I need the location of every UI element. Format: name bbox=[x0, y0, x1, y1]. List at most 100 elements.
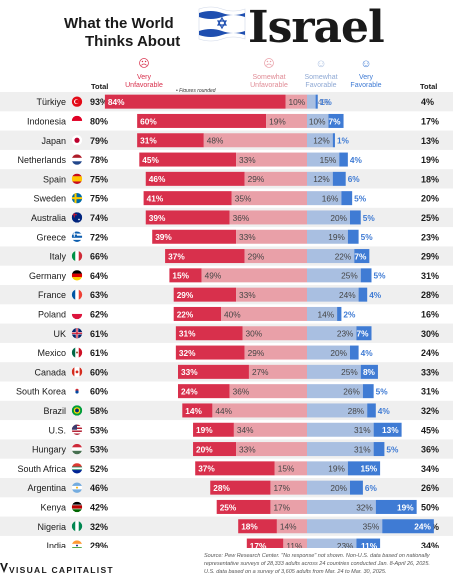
value-somewhat-unfavorable: 48% bbox=[207, 136, 224, 146]
unfavorable-total-value: 64% bbox=[90, 271, 108, 281]
country-label: France bbox=[38, 290, 66, 300]
uk-flag-icon bbox=[71, 328, 83, 339]
de-flag-icon bbox=[71, 270, 83, 281]
bar-somewhat-unfavorable bbox=[231, 191, 307, 206]
value-somewhat-favorable: 31% bbox=[354, 444, 371, 454]
value-somewhat-unfavorable: 36% bbox=[233, 213, 250, 223]
value-somewhat-unfavorable: 17% bbox=[273, 483, 290, 493]
country-label: Indonesia bbox=[27, 116, 66, 126]
value-very-favorable: 5% bbox=[374, 271, 387, 281]
value-very-unfavorable: 84% bbox=[108, 97, 125, 107]
legend-very-unfavorable-line2: Unfavorable bbox=[125, 82, 163, 89]
bar-somewhat-favorable bbox=[307, 403, 368, 418]
bar-very-favorable bbox=[339, 152, 348, 167]
value-very-unfavorable: 45% bbox=[142, 155, 159, 165]
bar-very-unfavorable bbox=[137, 133, 204, 148]
value-somewhat-unfavorable: 33% bbox=[239, 444, 256, 454]
favorable-total-value: 50% bbox=[421, 502, 439, 512]
value-somewhat-favorable: 25% bbox=[341, 271, 358, 281]
bar-very-favorable bbox=[356, 326, 372, 341]
value-somewhat-favorable: 12% bbox=[313, 174, 330, 184]
sad-face-icon: ☹ bbox=[263, 58, 275, 70]
country-label: Greece bbox=[36, 232, 66, 242]
bar-somewhat-unfavorable bbox=[274, 461, 307, 476]
brand-logo-text: VISUAL CAPITALIST bbox=[9, 565, 114, 575]
bar-somewhat-favorable bbox=[307, 461, 348, 476]
value-somewhat-unfavorable: 49% bbox=[205, 271, 222, 281]
value-somewhat-unfavorable: 40% bbox=[224, 309, 241, 319]
za-flag-icon bbox=[71, 463, 83, 474]
ke-flag-icon bbox=[71, 501, 83, 513]
value-somewhat-unfavorable: 34% bbox=[237, 425, 254, 435]
value-somewhat-favorable: 14% bbox=[317, 309, 334, 319]
bar-very-favorable bbox=[382, 519, 434, 534]
value-somewhat-unfavorable: 33% bbox=[239, 290, 256, 300]
value-very-unfavorable: 28% bbox=[213, 483, 230, 493]
favorable-total-value: 31% bbox=[421, 271, 439, 281]
value-very-favorable: 13% bbox=[382, 425, 399, 435]
bar-very-favorable bbox=[332, 133, 335, 148]
bar-very-favorable bbox=[367, 403, 376, 418]
country-label: Türkiye bbox=[36, 97, 66, 107]
bar-somewhat-favorable bbox=[307, 94, 316, 109]
value-very-favorable: 4% bbox=[361, 348, 374, 358]
bar-very-favorable bbox=[375, 499, 417, 514]
bar-very-favorable bbox=[350, 345, 359, 360]
favorable-total-value: 45% bbox=[421, 425, 439, 435]
value-very-favorable: 1% bbox=[337, 136, 350, 146]
country-label: Germany bbox=[29, 271, 67, 281]
value-very-unfavorable: 20% bbox=[196, 444, 213, 454]
value-very-unfavorable: 37% bbox=[168, 251, 185, 261]
bar-very-unfavorable bbox=[152, 229, 237, 244]
bar-somewhat-unfavorable bbox=[229, 210, 307, 225]
kr-flag-icon bbox=[71, 385, 83, 397]
bar-very-unfavorable bbox=[193, 422, 234, 437]
value-very-unfavorable: 41% bbox=[147, 193, 164, 203]
bar-somewhat-unfavorable bbox=[244, 345, 307, 360]
value-somewhat-unfavorable: 15% bbox=[278, 464, 295, 474]
favorable-total-value: 24% bbox=[421, 348, 439, 358]
unfavorable-total-value: 53% bbox=[90, 425, 108, 435]
value-somewhat-unfavorable: 33% bbox=[239, 232, 256, 242]
value-somewhat-favorable: 35% bbox=[363, 522, 380, 532]
visual-capitalist-logo-icon bbox=[0, 563, 8, 573]
country-label: South Korea bbox=[16, 387, 66, 397]
bar-somewhat-favorable bbox=[307, 191, 342, 206]
value-very-favorable: 24% bbox=[414, 522, 431, 532]
value-very-favorable: 4% bbox=[378, 406, 391, 416]
value-somewhat-unfavorable: 19% bbox=[269, 116, 286, 126]
value-very-unfavorable: 37% bbox=[198, 464, 215, 474]
value-very-unfavorable: 29% bbox=[177, 290, 194, 300]
bar-very-favorable bbox=[360, 364, 378, 379]
bar-very-unfavorable bbox=[143, 191, 232, 206]
bar-very-favorable bbox=[356, 538, 381, 548]
country-label: U.S. bbox=[48, 425, 66, 435]
country-label: UK bbox=[53, 329, 66, 339]
value-very-favorable: 19% bbox=[397, 502, 414, 512]
value-very-unfavorable: 46% bbox=[149, 174, 166, 184]
value-very-unfavorable: 39% bbox=[149, 213, 166, 223]
bar-very-unfavorable bbox=[145, 171, 245, 186]
value-very-favorable: 5% bbox=[363, 213, 376, 223]
chart-title: Israel bbox=[248, 2, 385, 53]
ng-flag-icon bbox=[71, 521, 83, 532]
title-line-1: What the World bbox=[64, 15, 174, 32]
value-somewhat-unfavorable: 35% bbox=[235, 193, 252, 203]
value-very-unfavorable: 31% bbox=[140, 136, 157, 146]
bar-somewhat-unfavorable bbox=[244, 171, 307, 186]
figures-rounded-note: • Figures rounded bbox=[176, 88, 216, 94]
value-somewhat-unfavorable: 10% bbox=[289, 97, 306, 107]
bar-somewhat-unfavorable bbox=[270, 480, 307, 495]
unfavorable-total-value: 74% bbox=[90, 213, 108, 223]
gr-flag-icon bbox=[71, 231, 83, 242]
unfavorable-total-value: 61% bbox=[90, 348, 108, 358]
legend-somewhat-unfavorable-line2: Unfavorable bbox=[250, 82, 288, 89]
bar-somewhat-favorable bbox=[307, 422, 374, 437]
bar-somewhat-favorable bbox=[307, 519, 383, 534]
se-flag-icon bbox=[71, 192, 83, 204]
value-somewhat-favorable: 20% bbox=[330, 348, 347, 358]
bar-somewhat-unfavorable bbox=[233, 422, 307, 437]
favorable-total-value: 18% bbox=[421, 174, 439, 184]
favorable-total-value: 20% bbox=[421, 194, 439, 204]
value-very-favorable: 7% bbox=[354, 251, 367, 261]
